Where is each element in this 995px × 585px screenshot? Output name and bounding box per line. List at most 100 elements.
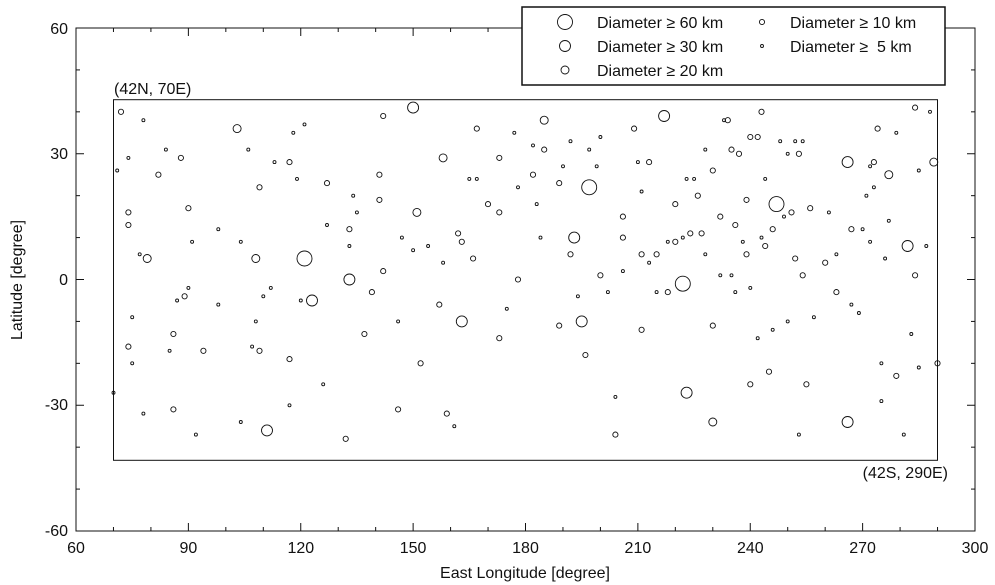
crater-point-10km bbox=[496, 154, 503, 161]
crater-point-10km bbox=[664, 289, 671, 296]
crater-point-10km bbox=[342, 435, 349, 442]
crater-point-30km bbox=[343, 273, 356, 286]
crater-point-5km bbox=[703, 252, 708, 257]
crater-point-5km bbox=[321, 382, 326, 387]
crater-point-5km bbox=[620, 269, 625, 274]
crater-point-30km bbox=[680, 386, 693, 399]
crater-point-10km bbox=[646, 159, 653, 166]
x-tick-label: 240 bbox=[737, 540, 764, 557]
legend-label-10km: Diameter ≥ 10 km bbox=[790, 15, 916, 32]
crater-point-10km bbox=[743, 196, 750, 203]
crater-point-5km bbox=[856, 311, 861, 315]
crater-point-5km bbox=[287, 403, 292, 408]
crater-point-20km bbox=[708, 417, 718, 427]
crater-point-5km bbox=[216, 302, 221, 307]
crater-point-30km bbox=[306, 294, 318, 307]
x-tick-label: 120 bbox=[287, 540, 314, 557]
crater-point-5km bbox=[250, 344, 255, 349]
crater-point-10km bbox=[181, 293, 188, 300]
crater-point-5km bbox=[253, 319, 258, 324]
crater-point-5km bbox=[868, 164, 873, 169]
crater-point-5km bbox=[729, 273, 734, 278]
crater-point-10km bbox=[346, 226, 353, 233]
crater-point-5km bbox=[426, 244, 431, 248]
crater-point-30km bbox=[658, 110, 671, 122]
region-nw-label: (42N, 70E) bbox=[114, 81, 191, 98]
crater-point-5km bbox=[587, 147, 592, 152]
crater-point-10km bbox=[743, 251, 750, 258]
crater-point-5km bbox=[512, 130, 517, 135]
crater-point-5km bbox=[886, 218, 891, 223]
crater-point-10km bbox=[567, 251, 574, 258]
crater-point-10km bbox=[747, 381, 754, 388]
crater-point-10km bbox=[638, 326, 645, 333]
crater-point-5km bbox=[924, 244, 929, 248]
x-axis-label: East Longitude [degree] bbox=[440, 565, 610, 582]
crater-point-5km bbox=[130, 361, 135, 366]
crater-point-5km bbox=[868, 239, 873, 244]
crater-point-5km bbox=[115, 168, 120, 173]
crater-point-5km bbox=[126, 155, 131, 160]
crater-point-5km bbox=[733, 290, 738, 295]
crater-point-60km bbox=[768, 196, 785, 213]
crater-point-10km bbox=[125, 343, 132, 350]
crater-point-5km bbox=[396, 319, 401, 324]
crater-point-30km bbox=[575, 315, 588, 328]
crater-point-10km bbox=[256, 184, 263, 191]
y-tick-labels: -60 -30 0 30 60 bbox=[45, 21, 68, 540]
crater-point-10km bbox=[638, 251, 645, 258]
crater-point-10km bbox=[709, 167, 716, 174]
crater-point-5km bbox=[261, 294, 266, 299]
crater-point-10km bbox=[769, 226, 776, 233]
crater-point-5km bbox=[879, 361, 884, 366]
crater-point-5km bbox=[351, 193, 356, 198]
x-tick-labels: 60 90 120 150 180 210 240 270 300 bbox=[67, 540, 988, 557]
crater-point-10km bbox=[653, 251, 660, 258]
crater-point-5km bbox=[778, 139, 783, 144]
crater-point-10km bbox=[380, 268, 387, 275]
crater-point-10km bbox=[912, 104, 919, 111]
legend: Diameter ≥ 60 km Diameter ≥ 30 km Diamet… bbox=[521, 6, 946, 86]
crater-point-10km bbox=[380, 112, 387, 120]
crater-point-10km bbox=[323, 180, 331, 187]
crater-point-5km bbox=[531, 143, 535, 148]
legend-label-5km: Diameter ≥ 5 km bbox=[790, 39, 912, 56]
survey-region bbox=[113, 99, 938, 461]
y-tick-label: 30 bbox=[50, 146, 68, 163]
crater-point-10km bbox=[117, 108, 125, 115]
crater-point-20km bbox=[251, 254, 261, 263]
crater-point-5km bbox=[325, 223, 329, 227]
crater-point-10km bbox=[155, 171, 162, 178]
crater-point-10km bbox=[874, 125, 881, 132]
crater-point-10km bbox=[496, 335, 503, 342]
crater-point-5km bbox=[246, 147, 251, 152]
y-tick-label: -60 bbox=[45, 523, 68, 540]
crater-point-5km bbox=[467, 176, 472, 181]
crater-point-5km bbox=[298, 298, 303, 303]
crater-point-5km bbox=[141, 411, 146, 416]
crater-point-5km bbox=[894, 130, 899, 135]
crater-point-10km bbox=[470, 255, 477, 262]
crater-point-5km bbox=[718, 273, 723, 278]
crater-point-5km bbox=[268, 285, 273, 290]
crater-point-5km bbox=[272, 160, 277, 165]
crater-point-5km bbox=[504, 306, 509, 311]
x-tick-label: 60 bbox=[67, 540, 85, 557]
crater-point-5km bbox=[575, 294, 580, 299]
crater-point-30km bbox=[841, 416, 854, 428]
crater-point-5km bbox=[680, 235, 685, 240]
plot-frame bbox=[75, 27, 976, 532]
crater-point-10km bbox=[792, 255, 799, 262]
crater-point-30km bbox=[261, 424, 273, 437]
legend-marker-20km bbox=[560, 65, 570, 75]
crater-point-5km bbox=[175, 298, 180, 303]
crater-point-10km bbox=[619, 234, 626, 241]
crater-point-10km bbox=[762, 242, 769, 250]
crater-point-10km bbox=[754, 133, 761, 141]
crater-point-5km bbox=[216, 227, 221, 232]
crater-point-5km bbox=[703, 147, 708, 152]
crater-point-10km bbox=[200, 347, 207, 354]
crater-point-10km bbox=[496, 209, 503, 216]
crater-point-20km bbox=[884, 170, 894, 180]
crater-point-10km bbox=[724, 117, 731, 124]
